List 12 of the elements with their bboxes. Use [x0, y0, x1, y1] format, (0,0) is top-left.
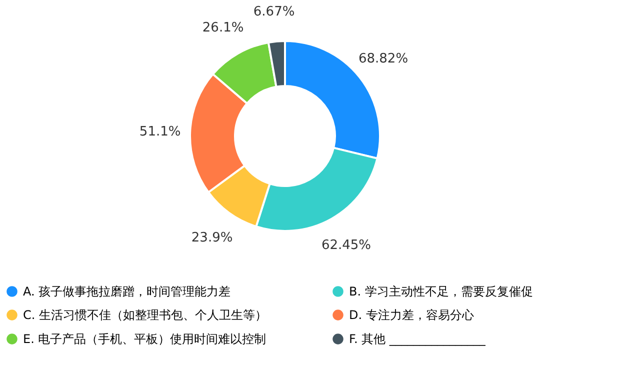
- data-label: 23.9%: [191, 230, 233, 246]
- legend-label: F. 其他 ________________: [349, 332, 486, 346]
- data-label: 26.1%: [202, 20, 244, 36]
- legend-label: D. 专注力差，容易分心: [349, 308, 474, 322]
- data-label: 62.45%: [321, 238, 372, 253]
- legend-label: B. 学习主动性不足，需要反复催促: [349, 284, 533, 298]
- data-label: 6.67%: [253, 4, 295, 20]
- legend-label: A. 孩子做事拖拉磨蹭，时间管理能力差: [23, 284, 231, 298]
- legend-label: E. 电子产品（手机、平板）使用时间难以控制: [23, 332, 266, 346]
- legend-label: C. 生活习惯不佳（如整理书包、个人卫生等）: [23, 308, 268, 322]
- data-label: 68.82%: [358, 52, 408, 67]
- data-label: 51.1%: [139, 124, 181, 140]
